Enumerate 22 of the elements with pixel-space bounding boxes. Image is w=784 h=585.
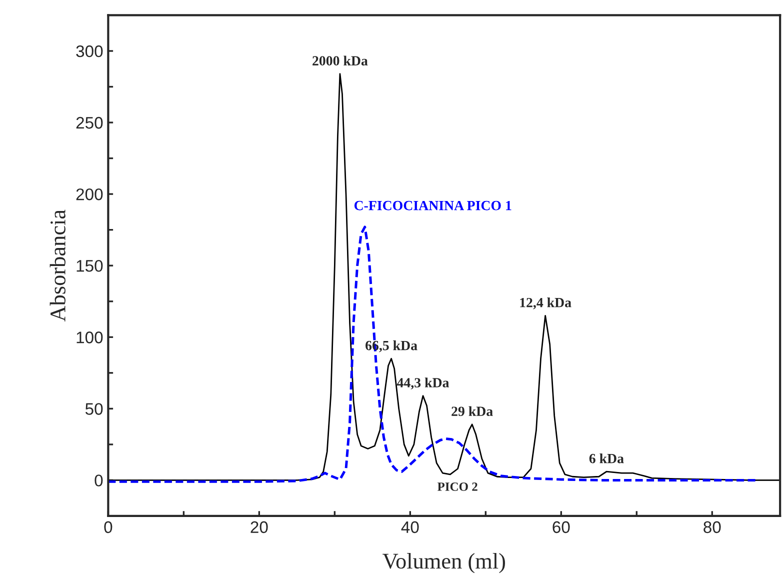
line-series <box>108 73 780 481</box>
x-tick-label: 0 <box>104 521 112 534</box>
x-axis-title: Volumen (ml) <box>382 553 505 574</box>
y-tick-label: 100 <box>76 332 103 344</box>
annotation: 2000 kDa <box>312 56 368 66</box>
annotation: 6 kDa <box>589 453 624 464</box>
x-tick-label: 60 <box>552 521 570 534</box>
y-tick-label: 50 <box>85 403 103 415</box>
y-tick-label: 150 <box>76 260 103 272</box>
y-tick-label: 300 <box>76 45 103 58</box>
annotation: 44,3 kDa <box>396 378 450 390</box>
annotation: 29 kDa <box>452 406 493 416</box>
x-tick-label: 80 <box>704 521 721 534</box>
y-tick-label: 0 <box>94 474 103 486</box>
x-tick-label: 20 <box>250 521 268 534</box>
annotation: PICO 2 <box>437 482 478 491</box>
y-tick-label: 200 <box>76 188 103 200</box>
x-tick-label: 40 <box>401 521 419 534</box>
annotation: 12,4 kDa <box>520 298 572 310</box>
y-tick-label: 250 <box>76 116 103 129</box>
y-axis-title: Absorbancia <box>50 210 66 322</box>
series-label: C-FICOCIANINA PICO 1 <box>354 200 512 210</box>
